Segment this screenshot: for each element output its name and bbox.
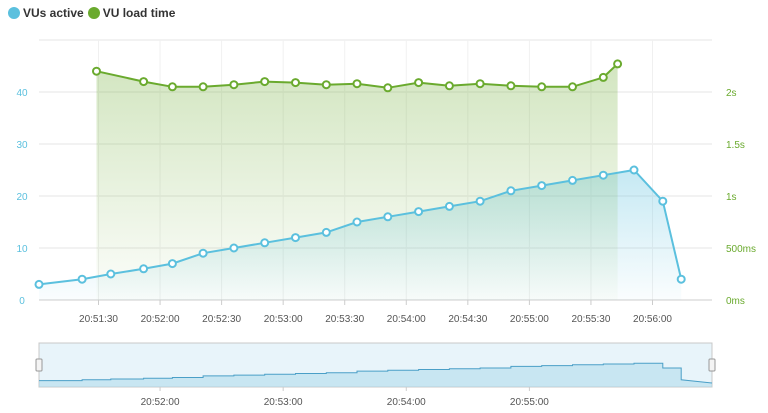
navigator-tick-label: 20:55:00 bbox=[510, 397, 549, 408]
y-right-tick-label: 1.5s bbox=[726, 140, 745, 151]
x-tick-label: 20:55:30 bbox=[571, 314, 610, 325]
vus-point bbox=[352, 217, 362, 227]
x-tick-label: 20:53:30 bbox=[325, 314, 364, 325]
x-tick-label: 20:53:00 bbox=[264, 314, 303, 325]
vus-point bbox=[598, 170, 608, 180]
load-time-point bbox=[167, 82, 177, 92]
vus-point bbox=[629, 165, 639, 175]
vus-point bbox=[568, 175, 577, 185]
load-time-line bbox=[96, 63, 619, 89]
navigator-handle-left[interactable] bbox=[35, 358, 43, 372]
y-left-tick-label: 0 bbox=[19, 296, 25, 307]
vus-point bbox=[321, 227, 331, 237]
navigator-area bbox=[39, 363, 712, 387]
series-points bbox=[34, 59, 686, 289]
x-tick-label: 20:51:30 bbox=[79, 314, 118, 325]
navigator-tick-label: 20:52:00 bbox=[141, 397, 180, 408]
navigator-handle-right[interactable] bbox=[708, 358, 716, 372]
vus-point bbox=[537, 181, 547, 191]
vus-line bbox=[38, 168, 683, 286]
vus-point bbox=[291, 233, 300, 243]
vus-point bbox=[506, 186, 516, 196]
vus-point bbox=[383, 212, 393, 222]
x-tick-label: 20:52:00 bbox=[141, 314, 180, 325]
y-right-tick-label: 1s bbox=[726, 192, 737, 203]
load-time-point bbox=[537, 82, 547, 92]
navigator-tick-label: 20:53:00 bbox=[264, 397, 303, 408]
load-time-point bbox=[139, 77, 149, 87]
legend-item-vu-load-time[interactable]: VU load time bbox=[87, 6, 176, 20]
x-tick-label: 20:55:00 bbox=[510, 314, 549, 325]
load-time-point bbox=[352, 79, 362, 89]
series-areas bbox=[39, 63, 682, 301]
vus-point bbox=[34, 279, 44, 289]
load-time-point bbox=[260, 77, 270, 87]
vus-point bbox=[444, 201, 454, 211]
load-time-point bbox=[198, 82, 208, 92]
vus-point bbox=[676, 274, 686, 284]
y-right-tick-label: 500ms bbox=[726, 244, 756, 255]
vus-point bbox=[139, 264, 149, 274]
y-left-tick-label: 40 bbox=[16, 88, 28, 99]
y-left-tick-label: 20 bbox=[16, 192, 28, 203]
axis-labels: 0 10 20 30 40 0ms 500ms 1s 1.5s 2s 20:51:30 20:52:0… bbox=[16, 88, 756, 325]
legend-label-vus: VUs active bbox=[23, 6, 84, 20]
vus-point bbox=[167, 259, 177, 269]
load-time-point bbox=[321, 80, 331, 90]
x-tick-label: 20:54:00 bbox=[387, 314, 426, 325]
load-time-point bbox=[444, 81, 454, 91]
y-right-tick-label: 0ms bbox=[726, 296, 745, 307]
load-time-point bbox=[92, 66, 101, 76]
vus-point bbox=[198, 248, 208, 258]
load-time-point bbox=[475, 79, 485, 89]
legend-label-load: VU load time bbox=[102, 6, 176, 20]
load-time-point bbox=[229, 80, 239, 90]
load-time-point bbox=[506, 81, 516, 91]
x-tick-label: 20:56:00 bbox=[633, 314, 672, 325]
load-time-point bbox=[613, 59, 623, 69]
load-time-point bbox=[383, 83, 393, 93]
load-time-point bbox=[598, 72, 608, 82]
vus-point bbox=[658, 196, 668, 206]
load-time-point bbox=[414, 78, 424, 88]
vus-point bbox=[106, 269, 116, 279]
vus-point bbox=[475, 196, 485, 206]
vus-point bbox=[414, 207, 424, 217]
load-legend-dot-icon bbox=[87, 7, 100, 19]
series-lines bbox=[38, 63, 683, 286]
y-left-tick-label: 30 bbox=[16, 140, 28, 151]
legend-item-vus-active[interactable]: VUs active bbox=[8, 6, 84, 20]
load-time-point bbox=[568, 82, 577, 92]
x-tick-label: 20:54:30 bbox=[448, 314, 487, 325]
y-left-tick-label: 10 bbox=[16, 244, 28, 255]
vus-point bbox=[229, 243, 239, 253]
legend: VUs active VU load time bbox=[8, 6, 179, 20]
y-right-tick-label: 2s bbox=[726, 88, 737, 99]
vus-legend-dot-icon bbox=[8, 7, 20, 19]
vus-point bbox=[77, 274, 87, 284]
vus-point bbox=[260, 238, 270, 248]
load-time-point bbox=[291, 78, 300, 88]
navigator-tick-label: 20:54:00 bbox=[387, 397, 426, 408]
load-time-area bbox=[96, 63, 618, 301]
navigator-line bbox=[39, 362, 713, 384]
navigator[interactable]: 20:52:00 20:53:00 20:54:00 20:55:00 bbox=[35, 342, 716, 408]
x-tick-label: 20:52:30 bbox=[202, 314, 241, 325]
